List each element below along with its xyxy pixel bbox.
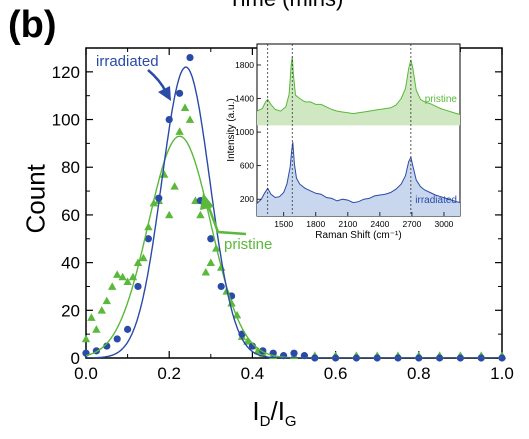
inset-x-tick-label: 1800 bbox=[306, 219, 325, 229]
y-tick-label: 0 bbox=[71, 349, 80, 368]
pristine-point bbox=[196, 210, 205, 219]
irradiated-point bbox=[280, 352, 288, 360]
inset-pristine-area bbox=[257, 56, 460, 126]
inset-pristine-label: pristine bbox=[425, 94, 458, 105]
irradiated-point bbox=[113, 335, 121, 343]
y-tick-label: 60 bbox=[61, 206, 80, 225]
irradiated-point bbox=[290, 349, 298, 357]
irradiated-point bbox=[82, 349, 90, 357]
irradiated-point bbox=[217, 282, 225, 291]
y-tick-label: 80 bbox=[61, 158, 80, 177]
inset-y-tick-label: 1400 bbox=[235, 94, 254, 104]
pristine-point bbox=[118, 272, 127, 281]
pristine-point bbox=[180, 103, 190, 111]
pristine-arrow-head bbox=[200, 193, 214, 210]
irradiated-point bbox=[300, 352, 308, 360]
pristine-point bbox=[170, 182, 179, 190]
inset-x-tick-label: 2700 bbox=[402, 219, 421, 229]
inset-irradiated-line bbox=[257, 142, 460, 204]
cropped-title: Time (mins) bbox=[228, 0, 343, 12]
inset-pristine-line bbox=[257, 56, 460, 115]
irradiated-point bbox=[124, 325, 132, 333]
inset-y-axis-label: Intensity (a.u.) bbox=[226, 98, 237, 161]
pristine-point bbox=[123, 277, 132, 286]
irradiated-point bbox=[103, 342, 111, 350]
x-tick-label: 1.0 bbox=[490, 364, 514, 383]
irradiated-point bbox=[176, 89, 184, 97]
inset-x-tick-label: 2400 bbox=[370, 219, 389, 229]
inset-irradiated-label: irradiated bbox=[415, 195, 457, 206]
x-axis-label: ID/IG bbox=[252, 396, 297, 431]
inset-y-tick-label: 1800 bbox=[235, 60, 254, 70]
pristine-point bbox=[81, 334, 91, 343]
panel-label: (b) bbox=[8, 4, 57, 46]
pristine-point bbox=[133, 258, 143, 266]
irradiated-point bbox=[144, 235, 152, 243]
pristine-point bbox=[87, 313, 96, 321]
x-tick-label: 0.4 bbox=[241, 364, 265, 383]
pristine-point bbox=[92, 325, 101, 333]
irradiated-arrow-shaft bbox=[147, 69, 168, 93]
irradiated-point bbox=[207, 235, 215, 243]
irradiated-fit-line bbox=[86, 66, 502, 358]
inset-x-axis-label: Raman Shift (cm⁻¹) bbox=[315, 230, 401, 241]
y-tick-label: 40 bbox=[61, 254, 80, 273]
inset-y-tick-label: 600 bbox=[240, 161, 254, 171]
x-tick-label: 0.0 bbox=[74, 364, 98, 383]
pristine-annotation: pristine bbox=[224, 236, 272, 253]
y-tick-label: 20 bbox=[61, 301, 80, 320]
inset-y-tick-label: 1000 bbox=[235, 127, 254, 137]
pristine-point bbox=[206, 258, 215, 266]
x-tick-label: 0.2 bbox=[157, 364, 181, 383]
x-tick-label: 0.6 bbox=[324, 364, 348, 383]
pristine-point bbox=[102, 296, 111, 305]
pristine-point bbox=[243, 337, 252, 345]
pristine-point bbox=[108, 282, 117, 290]
irradiated-point bbox=[248, 342, 256, 350]
pristine-point bbox=[185, 115, 195, 123]
pristine-point bbox=[165, 210, 174, 219]
inset-x-tick-label: 1500 bbox=[274, 219, 293, 229]
pristine-point bbox=[175, 127, 184, 135]
inset-y-tick-label: 200 bbox=[240, 194, 254, 204]
pristine-point bbox=[201, 267, 211, 276]
y-tick-label: 100 bbox=[52, 111, 80, 130]
irradiated-point bbox=[134, 282, 142, 291]
pristine-point bbox=[113, 270, 122, 278]
x-tick-label: 0.8 bbox=[407, 364, 431, 383]
inset-x-tick-label: 3000 bbox=[435, 219, 454, 229]
irradiated-annotation: irradiated bbox=[96, 53, 159, 70]
irradiated-point bbox=[186, 53, 194, 62]
pristine-point bbox=[97, 306, 107, 314]
inset-x-tick-label: 2100 bbox=[338, 219, 357, 229]
pristine-point bbox=[139, 253, 148, 262]
y-tick-label: 120 bbox=[52, 63, 80, 82]
irradiated-arrow-head bbox=[158, 86, 171, 101]
pristine-arrow-shaft bbox=[206, 204, 247, 236]
pristine-point bbox=[232, 310, 242, 319]
